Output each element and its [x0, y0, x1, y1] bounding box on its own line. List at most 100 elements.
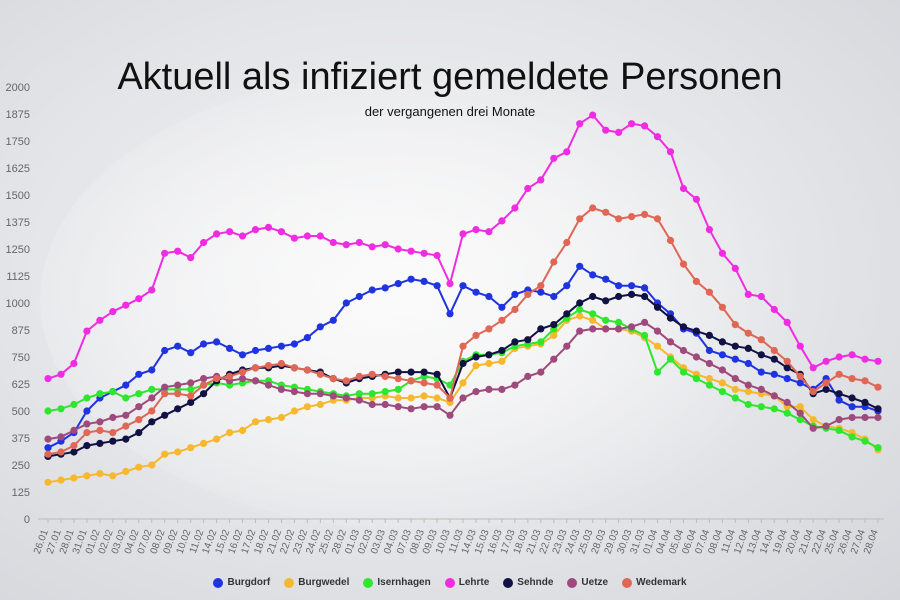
data-point	[770, 346, 778, 355]
data-point	[692, 353, 701, 361]
data-point	[550, 292, 558, 301]
y-tick-label: 1500	[6, 190, 30, 202]
data-point	[44, 435, 52, 443]
data-point	[381, 372, 389, 380]
series-burgdorf	[44, 262, 882, 452]
data-point	[407, 247, 415, 255]
data-point	[550, 321, 558, 329]
data-point	[692, 195, 701, 203]
data-point	[459, 282, 467, 290]
y-tick-label: 375	[12, 433, 30, 445]
data-point	[303, 334, 311, 342]
data-point	[770, 405, 778, 413]
legend-item-uetze: Uetze	[567, 577, 608, 588]
data-point	[187, 385, 195, 393]
data-point	[148, 286, 156, 294]
data-point	[420, 379, 428, 387]
data-point	[848, 403, 856, 411]
data-point	[744, 329, 752, 337]
data-point	[83, 407, 91, 415]
data-point	[757, 385, 765, 393]
data-point	[148, 366, 156, 374]
data-point	[666, 355, 675, 363]
legend-swatch	[213, 577, 224, 588]
data-point	[251, 377, 260, 385]
data-point	[355, 396, 363, 404]
legend-label: Burgdorf	[227, 577, 271, 588]
data-point	[446, 394, 454, 402]
data-point	[70, 448, 78, 456]
data-point	[511, 204, 519, 212]
data-point	[174, 448, 182, 456]
data-point	[485, 351, 493, 359]
data-point	[666, 338, 675, 346]
data-point	[290, 388, 298, 396]
data-point	[420, 368, 428, 376]
background-glow	[40, 70, 800, 530]
data-point	[394, 394, 402, 402]
data-point	[187, 379, 195, 387]
data-point	[524, 372, 532, 380]
data-point	[355, 238, 363, 247]
data-point	[148, 407, 156, 415]
series-uetze	[44, 318, 882, 443]
legend-label: Uetze	[581, 577, 609, 588]
data-point	[459, 379, 467, 387]
data-point	[316, 232, 324, 240]
data-point	[161, 411, 169, 419]
data-point	[498, 217, 506, 225]
data-point	[238, 351, 247, 359]
y-tick-label: 1375	[6, 217, 30, 229]
data-point	[744, 381, 752, 389]
data-point	[757, 292, 765, 301]
data-point	[628, 282, 636, 290]
data-point	[809, 424, 817, 432]
data-point	[44, 407, 52, 415]
data-point	[44, 450, 52, 458]
data-point	[329, 375, 337, 383]
data-point	[213, 435, 221, 443]
data-point	[303, 366, 311, 374]
data-point	[303, 390, 311, 398]
data-point	[628, 213, 636, 221]
data-point	[472, 288, 480, 296]
data-point	[368, 400, 376, 409]
data-point	[666, 236, 675, 244]
data-point	[615, 215, 623, 223]
data-point	[770, 355, 778, 363]
data-point	[135, 416, 143, 424]
data-point	[718, 249, 727, 257]
data-point	[83, 420, 91, 428]
legend-swatch	[503, 577, 514, 588]
data-point	[83, 442, 91, 450]
data-point	[848, 413, 856, 422]
data-point	[589, 111, 597, 119]
data-point	[277, 228, 285, 236]
data-point	[744, 359, 752, 368]
data-point	[459, 342, 467, 350]
data-point	[822, 422, 830, 430]
data-point	[874, 444, 882, 452]
data-point	[290, 340, 298, 348]
data-point	[83, 394, 91, 402]
data-point	[472, 362, 480, 370]
data-point	[563, 342, 571, 350]
legend-label: Lehrte	[458, 577, 490, 588]
data-point	[174, 405, 182, 413]
data-point	[653, 327, 662, 335]
data-point	[368, 370, 376, 378]
data-point	[589, 310, 597, 318]
data-point	[666, 314, 675, 322]
data-point	[679, 368, 688, 376]
data-point	[537, 288, 545, 296]
data-point	[602, 126, 610, 134]
data-point	[537, 176, 545, 184]
data-point	[537, 368, 545, 376]
data-point	[355, 372, 363, 380]
data-point	[459, 230, 467, 238]
data-point	[148, 394, 156, 402]
data-point	[848, 351, 856, 359]
data-point	[161, 390, 169, 398]
y-tick-label: 875	[12, 325, 30, 337]
legend-item-burgdorf: Burgdorf	[213, 577, 270, 588]
